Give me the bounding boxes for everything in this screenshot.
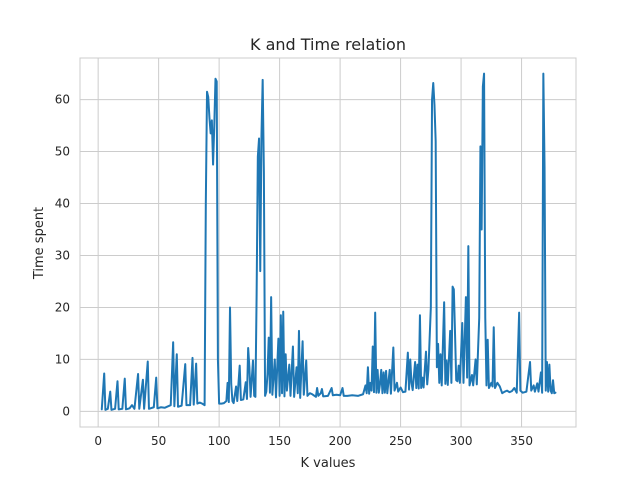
y-tick-labels: 0 10 20 30 40 50 60 — [55, 93, 70, 419]
plot-frame — [79, 57, 577, 428]
x-axis-label: K values — [301, 456, 356, 471]
y-tick-label: 50 — [55, 145, 70, 159]
y-tick-label: 0 — [62, 404, 70, 418]
grid-lines — [80, 58, 576, 427]
series-layer — [100, 72, 557, 411]
time-series-line — [100, 72, 557, 411]
x-tick-label: 150 — [268, 434, 291, 448]
x-tick-label: 350 — [510, 434, 533, 448]
y-tick-label: 30 — [55, 248, 70, 262]
x-tick-labels: 0 50 100 150 200 250 300 350 — [94, 434, 533, 448]
x-tick-label: 50 — [151, 434, 166, 448]
y-tick-label: 20 — [55, 300, 70, 314]
y-tick-label: 60 — [55, 93, 70, 107]
x-tick-label: 100 — [208, 434, 231, 448]
x-tick-label: 200 — [329, 434, 352, 448]
y-tick-label: 40 — [55, 197, 70, 211]
x-tick-label: 250 — [389, 434, 412, 448]
chart-title: K and Time relation — [250, 35, 406, 54]
y-axis-label: Time spent — [32, 207, 47, 280]
y-tick-label: 10 — [55, 352, 70, 366]
x-tick-label: 0 — [94, 434, 102, 448]
x-tick-label: 300 — [450, 434, 473, 448]
